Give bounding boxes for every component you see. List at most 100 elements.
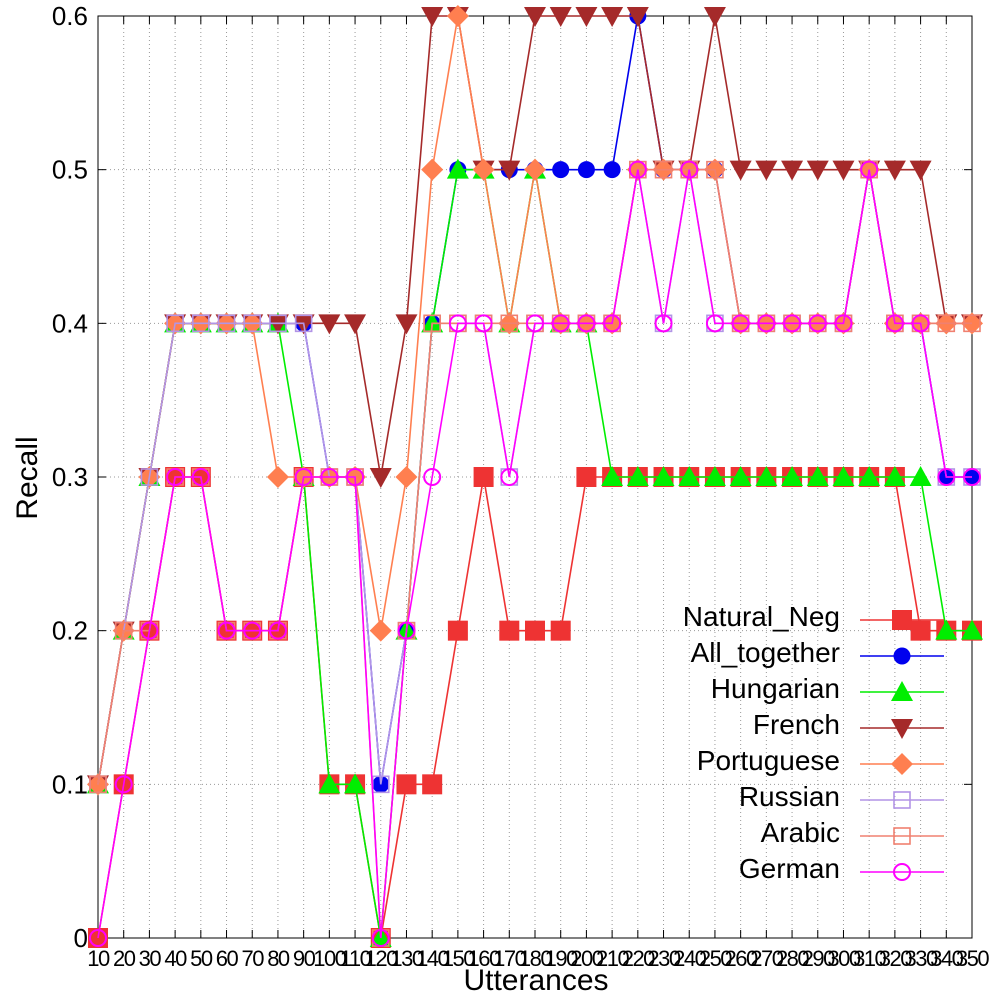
x-tick-label: 20 xyxy=(113,946,136,971)
data-point xyxy=(757,314,776,333)
data-point xyxy=(524,158,546,181)
legend: Natural_Neg All_together Hungarian French Po… xyxy=(683,601,944,884)
data-point xyxy=(191,468,210,486)
x-tick-label: 130 xyxy=(390,946,423,971)
data-point xyxy=(192,314,210,333)
data-point xyxy=(268,621,287,640)
x-tick-label: 280 xyxy=(776,946,809,971)
data-point xyxy=(858,466,881,486)
data-point xyxy=(266,314,289,335)
x-tick-label: 40 xyxy=(164,946,187,971)
x-tick-label: 140 xyxy=(416,946,449,971)
y-axis-ticks: 0 0.1 0.2 0.3 0.4 0.5 0.6 xyxy=(52,1,972,953)
data-point xyxy=(576,467,597,487)
x-tick-label: 150 xyxy=(442,946,475,971)
data-point xyxy=(834,314,853,333)
data-point xyxy=(243,314,262,333)
x-tick-label: 30 xyxy=(139,946,162,971)
x-tick-label: 350 xyxy=(956,946,989,971)
data-point xyxy=(423,468,442,486)
data-point xyxy=(832,160,855,181)
data-point xyxy=(961,619,983,640)
data-point xyxy=(266,466,289,488)
data-point xyxy=(755,160,778,181)
data-point xyxy=(703,7,726,27)
data-point xyxy=(652,466,675,486)
data-point xyxy=(678,466,701,486)
x-tick-label: 110 xyxy=(340,946,372,971)
legend-label: Portuguese xyxy=(697,745,840,776)
data-point xyxy=(963,314,981,333)
data-point xyxy=(473,467,494,487)
data-point xyxy=(525,620,545,641)
data-point xyxy=(909,160,932,181)
data-point xyxy=(499,620,520,641)
data-point xyxy=(552,161,570,179)
data-point xyxy=(318,773,341,794)
data-point xyxy=(755,466,778,486)
data-point xyxy=(937,468,956,486)
data-point xyxy=(320,468,339,486)
data-point xyxy=(703,466,726,486)
legend-marker xyxy=(893,647,911,665)
data-point xyxy=(551,314,570,333)
data-point xyxy=(395,466,418,488)
legend-marker xyxy=(891,719,913,739)
data-point xyxy=(603,314,622,333)
x-tick-label: 250 xyxy=(699,946,732,971)
x-tick-label: 310 xyxy=(853,946,886,971)
data-point xyxy=(860,160,879,179)
data-point xyxy=(421,312,444,333)
data-point xyxy=(217,621,236,640)
data-point xyxy=(498,160,521,181)
data-point xyxy=(166,468,185,486)
data-point xyxy=(883,466,906,486)
data-point xyxy=(549,7,572,27)
data-point xyxy=(421,7,444,27)
data-point xyxy=(217,314,236,333)
x-tick-label: 240 xyxy=(673,946,706,971)
data-point xyxy=(269,314,287,333)
data-point xyxy=(885,314,904,333)
x-tick-label: 230 xyxy=(647,946,680,971)
data-point xyxy=(423,314,441,333)
y-tick-label: 0 xyxy=(74,923,88,953)
data-point xyxy=(422,774,443,795)
x-tick-label: 160 xyxy=(467,946,500,971)
data-point xyxy=(577,314,596,333)
y-tick-label: 0.1 xyxy=(52,769,88,799)
data-point xyxy=(371,929,390,947)
data-point xyxy=(140,621,159,640)
data-point xyxy=(909,466,932,486)
data-point xyxy=(89,929,107,947)
data-point xyxy=(318,314,341,335)
data-point xyxy=(911,314,930,333)
legend-label: Natural_Neg xyxy=(683,601,840,632)
y-tick-label: 0.4 xyxy=(52,308,88,338)
x-tick-label: 180 xyxy=(519,946,552,971)
x-axis-label: Utterances xyxy=(463,964,608,997)
data-point xyxy=(628,160,647,179)
x-tick-label: 330 xyxy=(904,946,937,971)
x-tick-label: 300 xyxy=(827,946,860,971)
legend-marker xyxy=(892,610,912,630)
data-point xyxy=(626,7,649,27)
data-point xyxy=(731,314,750,333)
x-tick-label: 100 xyxy=(313,946,346,971)
data-point xyxy=(781,160,804,181)
data-point xyxy=(603,161,621,179)
data-point xyxy=(963,468,981,486)
x-tick-label: 200 xyxy=(570,946,603,971)
legend-marker xyxy=(893,791,911,809)
data-point xyxy=(806,466,829,486)
data-point xyxy=(140,468,159,486)
legend-label: Russian xyxy=(739,781,840,812)
data-point xyxy=(626,466,649,486)
data-point xyxy=(937,314,956,333)
x-tick-label: 290 xyxy=(802,946,835,971)
legend-marker xyxy=(893,863,911,881)
x-axis-ticks: 10 20 30 40 50 60 70 80 901001101201301401501601… xyxy=(87,16,991,971)
legend-label: All_together xyxy=(691,637,840,668)
legend-marker xyxy=(891,681,913,701)
